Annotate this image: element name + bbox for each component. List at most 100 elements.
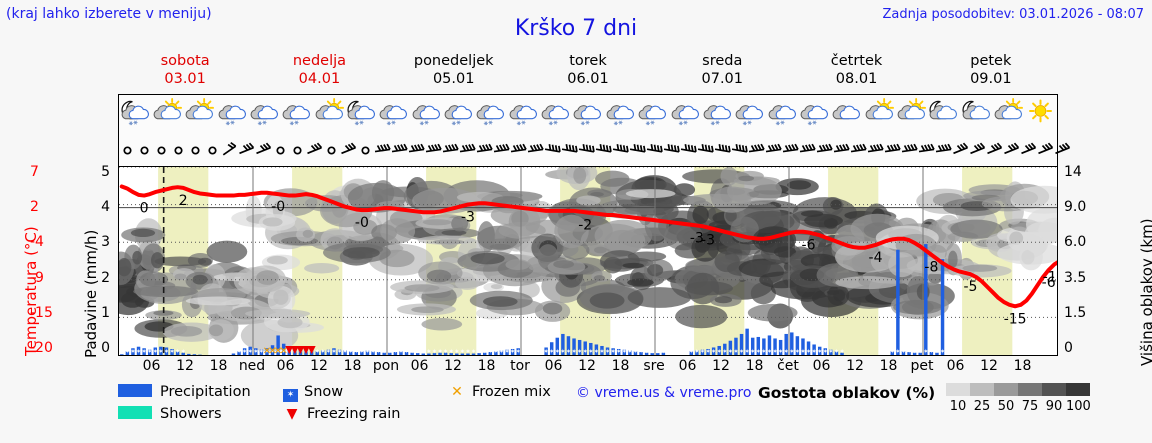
x-tick-06: 06 bbox=[276, 358, 295, 374]
svg-text:✶: ✶ bbox=[365, 348, 370, 356]
weather-icon-cloud-snow bbox=[475, 95, 507, 136]
svg-text:✶: ✶ bbox=[839, 348, 844, 356]
wind-barb bbox=[323, 136, 340, 166]
weather-icon-moon-cloud-snow bbox=[119, 95, 151, 136]
weather-icon-sun-cloud bbox=[895, 95, 927, 136]
wind-barb bbox=[952, 136, 969, 166]
density-swatch-90 bbox=[1042, 383, 1066, 396]
wind-barb bbox=[646, 136, 663, 166]
svg-text:0: 0 bbox=[140, 201, 149, 217]
wind-barb bbox=[1037, 136, 1054, 166]
svg-text:-10: -10 bbox=[1043, 269, 1057, 285]
svg-text:✶: ✶ bbox=[510, 348, 515, 356]
wind-barb bbox=[901, 136, 918, 166]
svg-text:✶: ✶ bbox=[895, 348, 900, 356]
forecast-plot: ✶ ✶ ✶ ✶ ✶ ✶ ✶ ✶ ✶ ✶ ✶ ✶ ✶ ✶ ✶ ✶ ✶ ✶ ✶ ✶ ✶ ✶ ✶ ✶ ✶ ✶ ✶ ✶ ✶ ✶ ✶ ✶ ✶ ✶ ✶ ✶ ✶ ✶ ✶ ✶… bbox=[118, 166, 1058, 356]
cloud-height-tick-2: 6.0 bbox=[1064, 234, 1087, 251]
svg-text:✶: ✶ bbox=[756, 348, 761, 356]
day-date: 06.01 bbox=[567, 71, 609, 87]
svg-text:✶: ✶ bbox=[432, 348, 437, 356]
wind-barb bbox=[119, 136, 136, 166]
weather-icon-cloud-snow bbox=[281, 95, 313, 136]
copyright-link[interactable]: © vreme.us & vreme.pro bbox=[576, 385, 752, 401]
svg-text:✶: ✶ bbox=[806, 348, 811, 356]
wind-barb bbox=[255, 136, 272, 166]
svg-text:✶: ✶ bbox=[404, 348, 409, 356]
svg-text:✶: ✶ bbox=[661, 348, 666, 356]
plot-canvas: ✶ ✶ ✶ ✶ ✶ ✶ ✶ ✶ ✶ ✶ ✶ ✶ ✶ ✶ ✶ ✶ ✶ ✶ ✶ ✶ ✶ ✶ ✶ ✶ ✶ ✶ ✶ ✶ ✶ ✶ ✶ ✶ ✶ ✶ ✶ ✶ ✶ ✶ ✶ ✶… bbox=[119, 167, 1057, 355]
svg-text:✶: ✶ bbox=[259, 348, 264, 356]
svg-text:✶: ✶ bbox=[125, 348, 130, 356]
day-date: 03.01 bbox=[164, 71, 206, 87]
day-date: 04.01 bbox=[298, 71, 341, 87]
density-tick-50: 50 bbox=[997, 399, 1015, 414]
svg-text:✶: ✶ bbox=[415, 348, 420, 356]
wind-barb bbox=[833, 136, 850, 166]
svg-text:✶: ✶ bbox=[337, 348, 342, 356]
x-axis-ticks: 06 12 18 ned 06 12 18 pon 06 12 18 tor 06 12 18 sre 06 12… bbox=[118, 358, 1058, 378]
x-tick-12: 12 bbox=[980, 358, 998, 374]
svg-text:✶: ✶ bbox=[744, 348, 749, 356]
svg-text:✶: ✶ bbox=[348, 348, 353, 356]
wind-barb bbox=[493, 136, 510, 166]
legend-showers-label: Showers bbox=[160, 406, 222, 422]
svg-text:✶: ✶ bbox=[158, 348, 163, 356]
x-tick-18: 18 bbox=[745, 358, 764, 374]
wind-barb bbox=[238, 136, 255, 166]
wind-barb bbox=[714, 136, 731, 166]
svg-text:✶: ✶ bbox=[488, 348, 493, 356]
wind-barb bbox=[391, 136, 408, 166]
legend-snow: ✶ Snow bbox=[283, 384, 343, 402]
svg-text:✕: ✕ bbox=[274, 346, 282, 355]
weather-icon-sun-cloud bbox=[863, 95, 895, 136]
day-name: sreda bbox=[702, 53, 743, 69]
svg-text:✶: ✶ bbox=[426, 348, 431, 356]
svg-text:-6: -6 bbox=[1042, 275, 1056, 291]
svg-text:✶: ✶ bbox=[923, 348, 928, 356]
svg-text:✶: ✶ bbox=[320, 348, 325, 356]
svg-text:✶: ✶ bbox=[398, 348, 403, 356]
x-tick-12: 12 bbox=[846, 358, 864, 374]
wind-barb bbox=[816, 136, 833, 166]
svg-text:✶: ✶ bbox=[644, 348, 649, 356]
wind-barb bbox=[748, 136, 765, 166]
wind-barb bbox=[510, 136, 527, 166]
cloud-height-tick-5: 0 bbox=[1064, 340, 1073, 356]
wind-barb bbox=[272, 136, 289, 166]
svg-text:✶: ✶ bbox=[153, 348, 158, 356]
svg-text:✶: ✶ bbox=[381, 348, 386, 356]
wind-barb bbox=[935, 136, 952, 166]
cloud-height-tick-1: 9.0 bbox=[1064, 199, 1087, 216]
svg-text:✶: ✶ bbox=[515, 348, 520, 356]
svg-text:✶: ✶ bbox=[655, 348, 660, 356]
svg-text:✶: ✶ bbox=[264, 348, 269, 356]
wind-barb bbox=[1003, 136, 1020, 166]
temperature-axis-title-text: Temperatura (°C) bbox=[22, 226, 40, 356]
wind-barb bbox=[442, 136, 459, 166]
svg-text:✶: ✶ bbox=[901, 348, 906, 356]
svg-text:✶: ✶ bbox=[460, 348, 465, 356]
x-tick-18: 18 bbox=[343, 358, 362, 374]
svg-text:✶: ✶ bbox=[834, 348, 839, 356]
day-date: 09.01 bbox=[970, 71, 1012, 87]
weather-icon-cloud-snow bbox=[572, 95, 604, 136]
weather-icon-sun-cloud bbox=[992, 95, 1024, 136]
snow-marker-icon: ✶ bbox=[283, 389, 298, 402]
frozen-mix-marker-icon: ✕ bbox=[451, 384, 463, 400]
weather-icon-cloud-snow bbox=[442, 95, 474, 136]
wind-barb bbox=[731, 136, 748, 166]
svg-text:✶: ✶ bbox=[789, 348, 794, 356]
svg-text:✶: ✶ bbox=[633, 348, 638, 356]
svg-text:✶: ✶ bbox=[387, 348, 392, 356]
x-tick-18: 18 bbox=[209, 358, 228, 374]
svg-text:✶: ✶ bbox=[795, 348, 800, 356]
svg-text:✶: ✶ bbox=[711, 348, 716, 356]
svg-text:✶: ✶ bbox=[504, 348, 509, 356]
svg-text:✶: ✶ bbox=[722, 348, 727, 356]
svg-text:✶: ✶ bbox=[694, 348, 699, 356]
wind-barb bbox=[374, 136, 391, 166]
svg-text:✶: ✶ bbox=[147, 348, 152, 356]
cloud-height-tick-0: 14 bbox=[1064, 164, 1082, 180]
svg-text:✶: ✶ bbox=[649, 348, 654, 356]
day-name: četrtek bbox=[830, 53, 883, 69]
